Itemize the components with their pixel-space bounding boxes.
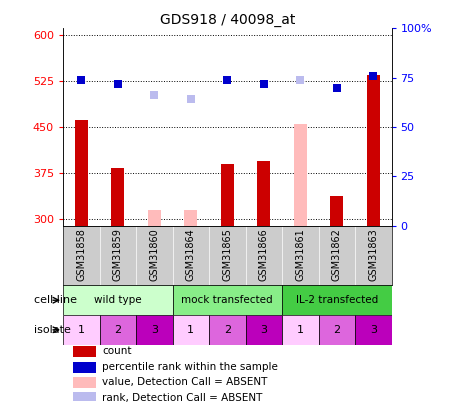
Bar [282,286,392,315]
Bar [75,119,88,226]
Bar [99,315,136,345]
Bar [355,315,392,345]
Text: 2: 2 [333,325,340,335]
Text: GSM31859: GSM31859 [113,228,123,281]
Text: GSM31860: GSM31860 [149,228,159,281]
Text: value, Detection Call = ABSENT: value, Detection Call = ABSENT [103,377,268,387]
Bar [111,168,124,226]
Bar [73,362,96,373]
Bar [172,286,282,315]
Bar [367,75,380,226]
Bar [246,315,282,345]
Title: GDS918 / 40098_at: GDS918 / 40098_at [160,13,295,27]
Text: 1: 1 [78,325,85,335]
Text: GSM31862: GSM31862 [332,228,342,281]
Text: 2: 2 [224,325,231,335]
Text: rank, Detection Call = ABSENT: rank, Detection Call = ABSENT [103,392,263,403]
Text: GSM31864: GSM31864 [186,228,196,281]
Text: IL-2 transfected: IL-2 transfected [296,295,378,305]
Text: GSM31866: GSM31866 [259,228,269,281]
Text: 2: 2 [114,325,122,335]
Bar [148,210,161,226]
Text: GSM31858: GSM31858 [76,228,86,281]
Bar [184,210,197,226]
Text: GSM31865: GSM31865 [222,228,232,281]
Bar [330,196,343,226]
Bar [73,392,96,403]
Bar [294,124,306,226]
Bar [172,315,209,345]
Bar [221,164,234,226]
Text: wild type: wild type [94,295,142,305]
Bar [73,377,96,388]
Bar [209,315,246,345]
Text: GSM31863: GSM31863 [368,228,378,281]
Text: GSM31861: GSM31861 [295,228,305,281]
Text: mock transfected: mock transfected [181,295,273,305]
Text: 1: 1 [187,325,194,335]
Bar [73,346,96,357]
Text: count: count [103,346,132,356]
Text: 3: 3 [260,325,267,335]
Text: 3: 3 [370,325,377,335]
Bar [319,315,355,345]
Bar [257,161,270,226]
Text: percentile rank within the sample: percentile rank within the sample [103,362,278,372]
Bar [136,315,172,345]
Text: 3: 3 [151,325,158,335]
Bar [63,286,172,315]
Bar [282,315,319,345]
Text: isolate: isolate [34,325,71,335]
Text: 1: 1 [297,325,304,335]
Bar [63,315,99,345]
Text: cell line: cell line [34,295,77,305]
